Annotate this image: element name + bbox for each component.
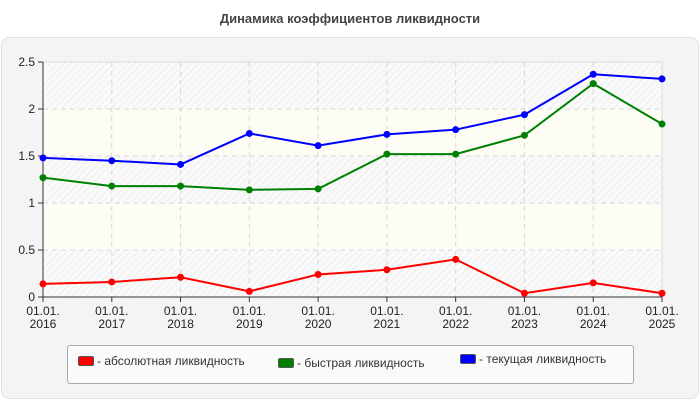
x-tick-label: 01.01. 2024: [577, 304, 610, 331]
y-tick-label: 1.5: [18, 149, 35, 163]
data-point[interactable]: [108, 182, 116, 190]
legend-item-absolute: - абсолютная ликвидность: [78, 354, 245, 368]
legend-swatch-green: [278, 358, 294, 368]
data-point[interactable]: [177, 160, 185, 168]
data-point[interactable]: [658, 120, 666, 128]
data-point[interactable]: [108, 278, 116, 286]
data-point[interactable]: [383, 266, 391, 274]
x-tick-label: 01.01. 2023: [508, 304, 541, 331]
data-point[interactable]: [39, 154, 47, 162]
x-tick-label: 01.01. 2018: [164, 304, 197, 331]
legend-label: - текущая ликвидность: [479, 352, 607, 366]
data-point[interactable]: [452, 255, 460, 263]
data-point[interactable]: [39, 174, 47, 182]
legend-swatch-red: [78, 356, 94, 366]
plot-background-bands: [42, 61, 663, 298]
data-point[interactable]: [658, 75, 666, 83]
chart-legend: - абсолютная ликвидность - быстрая ликви…: [67, 345, 634, 384]
y-tick-label: 0: [28, 290, 35, 304]
data-point[interactable]: [177, 182, 185, 190]
legend-item-quick: - быстрая ликвидность: [278, 356, 425, 370]
y-tick-label: 2.5: [18, 55, 35, 69]
chart-title: Динамика коэффициентов ликвидности: [219, 11, 481, 26]
data-point[interactable]: [520, 131, 528, 139]
data-point[interactable]: [245, 287, 253, 295]
x-tick-label: 01.01. 2019: [233, 304, 266, 331]
data-point[interactable]: [177, 273, 185, 281]
data-point[interactable]: [314, 270, 322, 278]
data-point[interactable]: [520, 289, 528, 297]
legend-item-current: - текущая ликвидность: [460, 352, 606, 366]
data-point[interactable]: [314, 185, 322, 193]
gridlines: [43, 61, 662, 297]
data-point[interactable]: [520, 111, 528, 119]
data-point[interactable]: [589, 279, 597, 287]
data-point[interactable]: [452, 126, 460, 134]
series-line: [42, 258, 663, 295]
x-tick-label: 01.01. 2022: [439, 304, 472, 331]
series-line: [42, 73, 663, 166]
y-tick-label: 1: [28, 196, 35, 210]
x-tick-label: 01.01. 2025: [645, 304, 678, 331]
x-tick-label: 01.01. 2021: [370, 304, 403, 331]
data-point[interactable]: [314, 142, 322, 150]
data-point[interactable]: [383, 150, 391, 158]
line-chart: 0 0.5 1 1.5 2 2.5 01.01. 2016 01.01. 2017 01.01. 20…: [18, 55, 678, 331]
x-tick-label: 01.01. 2017: [95, 304, 128, 331]
series-line: [42, 82, 663, 191]
axes: 0 0.5 1 1.5 2 2.5 01.01. 2016 01.01. 2017 01.01. 20…: [18, 55, 678, 331]
x-tick-label: 01.01. 2020: [301, 304, 334, 331]
x-tick-label: 01.01. 2016: [26, 304, 59, 331]
data-point[interactable]: [39, 280, 47, 288]
data-point[interactable]: [245, 186, 253, 194]
data-point[interactable]: [589, 80, 597, 88]
y-tick-label: 2: [28, 102, 35, 116]
data-point[interactable]: [658, 289, 666, 297]
data-point[interactable]: [452, 150, 460, 158]
legend-label: - абсолютная ликвидность: [97, 354, 245, 368]
y-tick-label: 0.5: [18, 243, 35, 257]
data-series: [39, 70, 666, 297]
data-point[interactable]: [589, 70, 597, 78]
data-point[interactable]: [108, 157, 116, 165]
legend-label: - быстрая ликвидность: [297, 356, 425, 370]
legend-swatch-blue: [460, 354, 476, 364]
data-point[interactable]: [245, 129, 253, 137]
data-point[interactable]: [383, 130, 391, 138]
